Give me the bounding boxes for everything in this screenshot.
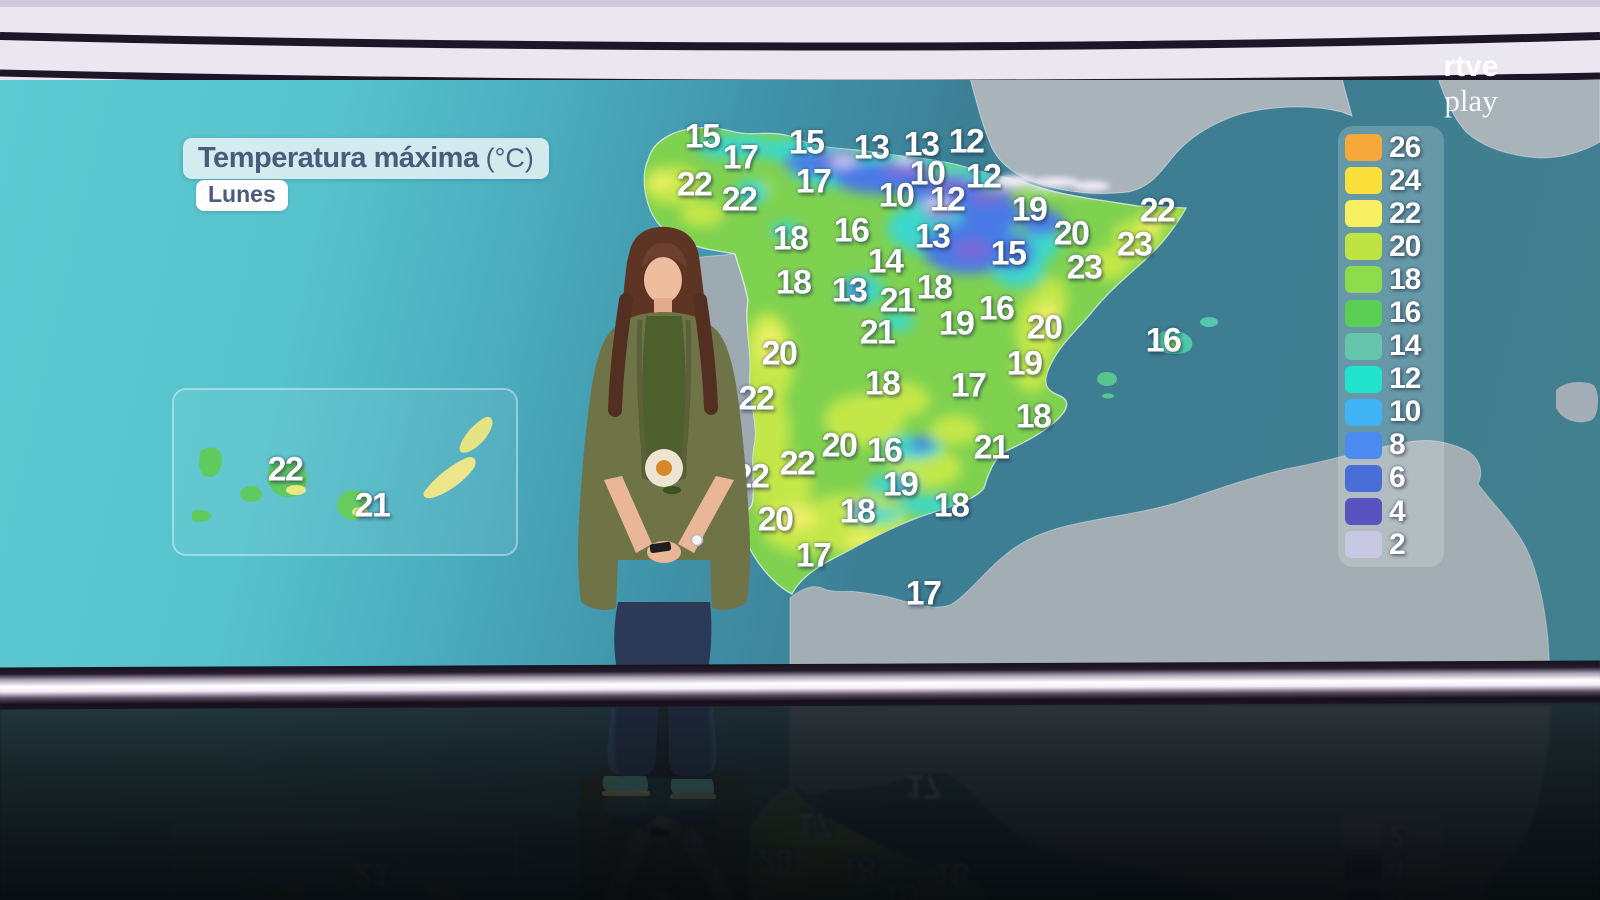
presenter-shoes <box>602 793 716 812</box>
sardinia-island <box>1556 382 1598 423</box>
rtve-play-logo: rtve play <box>1433 50 1509 118</box>
legend-value: 18 <box>1389 262 1421 296</box>
rtve-logo-text: rtve <box>1443 50 1499 83</box>
legend-color-swatch <box>1345 398 1382 426</box>
legend-color-swatch <box>1345 531 1382 559</box>
legend-row: 20 <box>1338 230 1444 263</box>
legend-value: 6 <box>1389 461 1406 495</box>
legend-row: 8 <box>1338 428 1444 462</box>
legend-value: 24 <box>1389 163 1421 197</box>
frame-groove-upper <box>0 32 1600 51</box>
legend-row: 18 <box>1338 263 1444 296</box>
portugal-landmass <box>662 253 757 525</box>
legend-color-swatch <box>1345 365 1382 393</box>
legend-color-swatch <box>1345 266 1382 294</box>
presenter-floor-reflection <box>0 793 1600 900</box>
legend-value: 26 <box>1389 130 1421 164</box>
legend-row: 26 <box>1338 131 1444 164</box>
balearic-islands <box>1097 317 1218 399</box>
canary-islands-inset-panel <box>172 388 518 556</box>
floor-light-strip <box>0 660 1600 710</box>
legend-value: 20 <box>1389 229 1421 263</box>
legend-row: 12 <box>1338 362 1444 396</box>
studio-top-frame <box>0 0 1600 80</box>
legend-row: 4 <box>1338 495 1444 528</box>
map-title: Temperatura máxima <box>198 142 479 174</box>
legend-row: 2 <box>1338 528 1444 561</box>
legend-color-swatch <box>1345 498 1382 526</box>
legend-row: 16 <box>1338 296 1444 329</box>
legend-value: 12 <box>1389 362 1421 396</box>
legend-color-swatch <box>1345 332 1382 360</box>
legend-row: 24 <box>1338 164 1444 197</box>
legend-color-swatch <box>1345 431 1382 459</box>
presenter-jeans <box>607 812 717 900</box>
legend-color-swatch <box>1345 134 1382 162</box>
legend-value: 2 <box>1389 527 1406 561</box>
frame-groove-lower <box>0 69 1600 80</box>
map-title-banner: Temperatura máxima (°C) <box>183 138 549 179</box>
map-title-unit: (°C) <box>485 143 534 173</box>
pyrenees-snow-band <box>995 175 1110 191</box>
play-logo-text: play <box>1444 83 1498 118</box>
legend-row: 6 <box>1338 461 1444 495</box>
legend-value: 8 <box>1389 428 1406 462</box>
weather-presenter <box>602 793 717 900</box>
france-landmass <box>969 78 1353 194</box>
legend-value: 14 <box>1389 329 1421 363</box>
legend-color-swatch <box>1345 299 1382 327</box>
day-label: Lunes <box>196 180 288 211</box>
legend-color-swatch <box>1345 464 1382 492</box>
legend-color-swatch <box>1345 200 1382 228</box>
legend-value: 16 <box>1389 296 1421 330</box>
legend-color-swatch <box>1345 233 1382 261</box>
legend-value: 10 <box>1389 395 1421 429</box>
legend-row: 22 <box>1338 197 1444 230</box>
legend-value: 4 <box>1389 494 1406 528</box>
legend-row: 14 <box>1338 329 1444 363</box>
legend-value: 22 <box>1389 196 1421 230</box>
legend-color-swatch <box>1345 167 1382 195</box>
europe-topright-landmass <box>1437 78 1600 159</box>
canary-islands <box>192 416 493 523</box>
legend-row: 10 <box>1338 395 1444 429</box>
